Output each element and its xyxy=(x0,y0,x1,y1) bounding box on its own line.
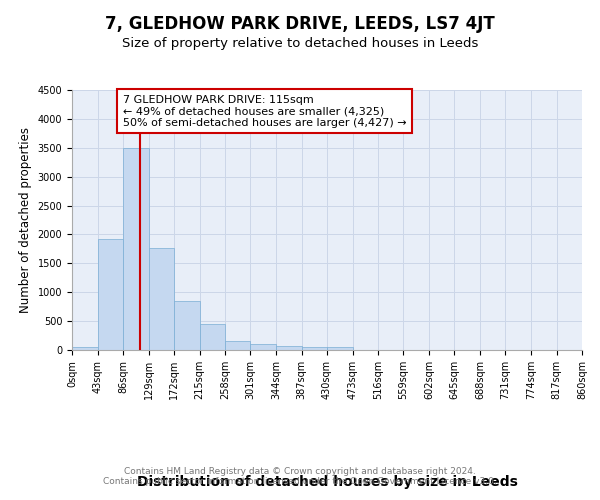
Y-axis label: Number of detached properties: Number of detached properties xyxy=(19,127,32,313)
Bar xyxy=(97,239,123,350)
Text: 7 GLEDHOW PARK DRIVE: 115sqm
← 49% of detached houses are smaller (4,325)
50% of: 7 GLEDHOW PARK DRIVE: 115sqm ← 49% of de… xyxy=(123,94,407,128)
Bar xyxy=(149,248,174,350)
Bar xyxy=(251,344,276,350)
Bar xyxy=(174,302,199,350)
Text: 7, GLEDHOW PARK DRIVE, LEEDS, LS7 4JT: 7, GLEDHOW PARK DRIVE, LEEDS, LS7 4JT xyxy=(105,15,495,33)
Bar xyxy=(199,324,225,350)
Bar xyxy=(225,341,251,350)
Bar xyxy=(123,148,149,350)
Text: Contains HM Land Registry data © Crown copyright and database right 2024.: Contains HM Land Registry data © Crown c… xyxy=(124,467,476,476)
Bar xyxy=(276,346,302,350)
Bar xyxy=(72,348,97,350)
X-axis label: Distribution of detached houses by size in Leeds: Distribution of detached houses by size … xyxy=(137,476,517,490)
Bar xyxy=(327,347,353,350)
Bar xyxy=(302,347,327,350)
Text: Contains public sector information licensed under the Open Government Licence v3: Contains public sector information licen… xyxy=(103,477,497,486)
Text: Size of property relative to detached houses in Leeds: Size of property relative to detached ho… xyxy=(122,38,478,51)
